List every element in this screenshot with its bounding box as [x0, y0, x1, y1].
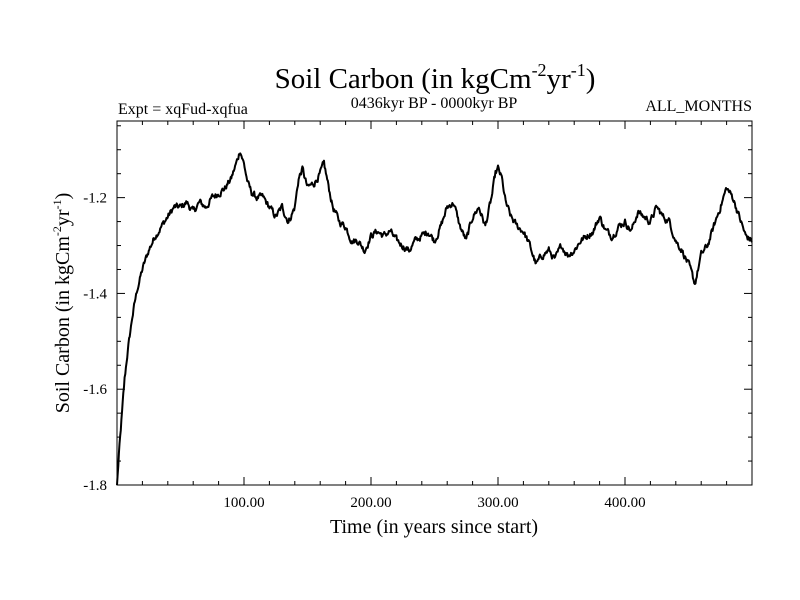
title-end: ) — [586, 63, 596, 95]
x-tick-label: 200.00 — [350, 495, 391, 511]
ylabel-end: ) — [52, 193, 74, 200]
x-axis-label: Time (in years since start) — [330, 516, 538, 538]
plot-frame — [116, 120, 753, 486]
y-tick-label: -1.8 — [83, 478, 107, 494]
ylabel-mid: yr — [52, 209, 74, 226]
subtitle-right: ALL_MONTHS — [645, 98, 752, 115]
title-mid: yr — [547, 63, 572, 95]
ylabel-main: Soil Carbon (in kgCm — [52, 236, 74, 414]
y-axis-label: Soil Carbon (in kgCm-2yr-1) — [50, 193, 74, 414]
title-sup2: -1 — [571, 60, 586, 80]
ylabel-sup2: -1 — [50, 199, 64, 209]
x-tick-label: 400.00 — [604, 495, 645, 511]
title-main: Soil Carbon (in kgCm — [275, 63, 532, 95]
y-tick-label: -1.2 — [83, 191, 107, 207]
y-tick-label: -1.4 — [83, 286, 107, 302]
ylabel-sup1: -2 — [50, 226, 64, 236]
y-axis-ticks: -1.2 -1.4 -1.6 -1.8 — [83, 125, 752, 494]
x-axis-ticks: 100.00 200.00 300.00 400.00 — [141, 121, 728, 511]
x-tick-label: 300.00 — [477, 495, 518, 511]
series-line-soil-carbon — [116, 152, 753, 486]
x-tick-label: 100.00 — [223, 495, 264, 511]
chart-title: Soil Carbon (in kgCm-2yr-1) — [275, 60, 596, 95]
y-tick-label: -1.6 — [83, 382, 107, 398]
subtitle-left: Expt = xqFud-xqfua — [118, 101, 248, 118]
title-sup1: -2 — [532, 60, 547, 80]
subtitle-center: 0436kyr BP - 0000kyr BP — [351, 95, 518, 112]
